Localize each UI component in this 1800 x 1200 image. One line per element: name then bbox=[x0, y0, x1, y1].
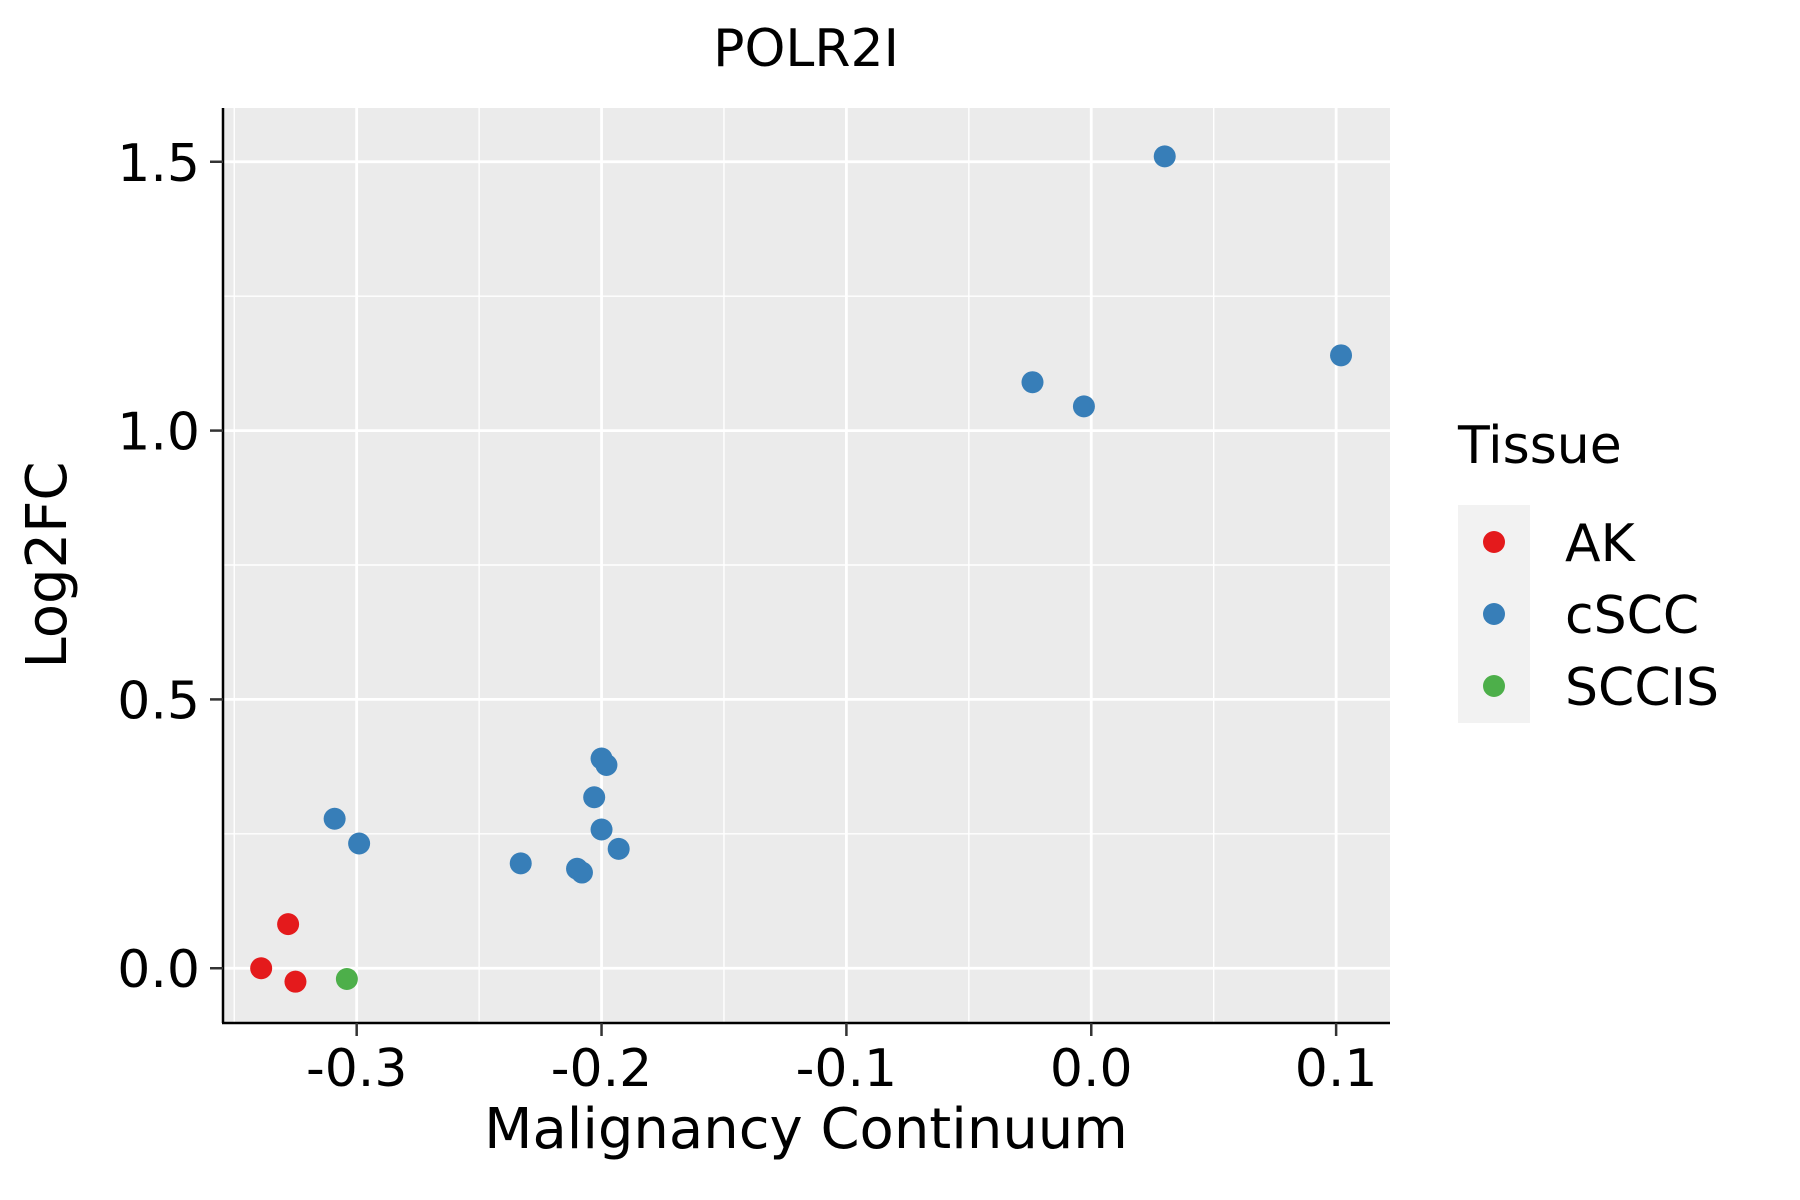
legend-title: Tissue bbox=[1457, 416, 1622, 476]
data-points bbox=[250, 145, 1353, 993]
point-cscc bbox=[348, 832, 371, 855]
legend-label-sccis: SCCIS bbox=[1565, 658, 1719, 718]
point-cscc bbox=[590, 818, 613, 841]
y-axis-ticks: 0.0 0.5 1.0 1.5 bbox=[117, 134, 223, 1000]
y-tick-label: 1.0 bbox=[117, 403, 200, 463]
chart-title: POLR2I bbox=[713, 19, 899, 79]
point-cscc bbox=[570, 861, 593, 884]
point-ak bbox=[277, 913, 300, 936]
x-tick-label: -0.1 bbox=[796, 1039, 897, 1099]
point-sccis bbox=[335, 967, 358, 990]
x-tick-label: 0.0 bbox=[1050, 1039, 1133, 1099]
point-cscc bbox=[1072, 395, 1095, 418]
legend-key-cscc bbox=[1483, 603, 1505, 625]
x-axis-ticks: -0.3 -0.2 -0.1 0.0 0.1 bbox=[306, 1023, 1378, 1099]
point-cscc bbox=[583, 786, 606, 809]
point-cscc bbox=[607, 837, 630, 860]
y-axis-label: Log2FC bbox=[15, 462, 80, 669]
x-tick-label: 0.1 bbox=[1295, 1039, 1378, 1099]
legend-label-cscc: cSCC bbox=[1565, 586, 1699, 646]
point-cscc bbox=[1330, 344, 1353, 367]
grid-minor bbox=[222, 108, 1390, 1022]
point-cscc bbox=[1021, 371, 1044, 394]
y-tick-label: 0.5 bbox=[117, 671, 200, 731]
point-cscc bbox=[509, 852, 532, 875]
legend-label-ak: AK bbox=[1565, 514, 1637, 574]
point-cscc bbox=[595, 754, 618, 777]
y-tick-label: 0.0 bbox=[117, 940, 200, 1000]
x-tick-label: -0.3 bbox=[306, 1039, 407, 1099]
point-ak bbox=[250, 957, 273, 980]
point-cscc bbox=[323, 807, 346, 830]
grid-major bbox=[222, 108, 1390, 1022]
legend-key-sccis bbox=[1483, 675, 1505, 697]
legend-key-ak bbox=[1483, 531, 1505, 553]
y-tick-label: 1.5 bbox=[117, 134, 200, 194]
legend: Tissue AK cSCC SCCIS bbox=[1457, 416, 1719, 723]
point-ak bbox=[284, 970, 307, 993]
point-cscc bbox=[1153, 145, 1176, 168]
x-axis-label: Malignancy Continuum bbox=[484, 1097, 1128, 1162]
x-tick-label: -0.2 bbox=[551, 1039, 652, 1099]
